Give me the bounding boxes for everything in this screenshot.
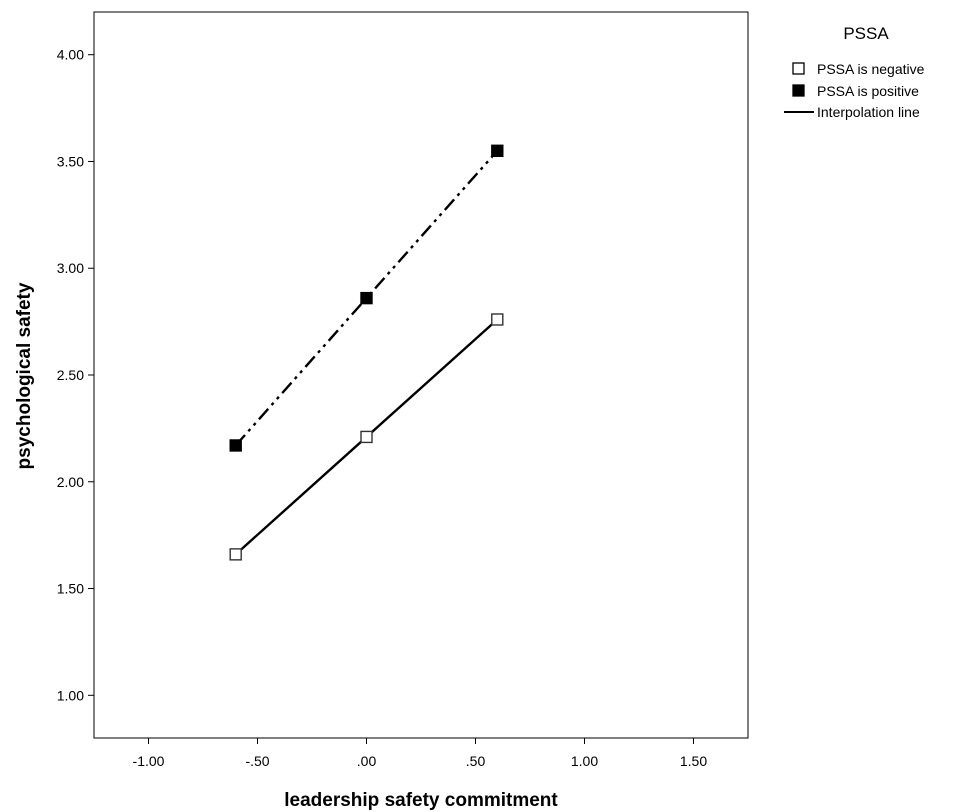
y-tick-label: 2.00 [57, 474, 84, 490]
legend-label-interpolation: Interpolation line [817, 104, 920, 120]
y-tick-label: 1.50 [57, 581, 84, 597]
x-tick-label: .50 [466, 753, 486, 769]
data-point-marker [491, 313, 504, 326]
x-tick-label: .00 [357, 753, 377, 769]
data-point-marker [491, 144, 504, 157]
legend: PSSA PSSA is negative PSSA is positive I… [784, 24, 925, 120]
legend-entry-interpolation: Interpolation line [784, 104, 920, 120]
data-point-marker [229, 548, 242, 561]
series-line [234, 149, 499, 447]
legend-filled-square-icon [792, 84, 805, 97]
x-tick-label: 1.00 [571, 753, 598, 769]
series-positive [229, 144, 504, 452]
y-tick-label: 3.50 [57, 153, 84, 169]
series-layer [229, 144, 504, 561]
x-tick-label: -1.00 [133, 753, 165, 769]
x-tick-label: -.50 [245, 753, 269, 769]
x-tick-label: 1.50 [680, 753, 707, 769]
y-tick-label: 4.00 [57, 47, 84, 63]
legend-entry-positive: PSSA is positive [792, 83, 919, 99]
y-tick-label: 1.00 [57, 687, 84, 703]
data-point-marker [229, 439, 242, 452]
plot-frame [93, 11, 749, 739]
data-point-marker [360, 430, 373, 444]
data-point-marker [360, 291, 373, 305]
y-tick-label: 3.00 [57, 260, 84, 276]
legend-entry-negative: PSSA is negative [792, 61, 925, 77]
legend-open-square-icon [792, 62, 805, 75]
legend-label-positive: PSSA is positive [817, 83, 919, 99]
x-axis: -1.00 -.50 .00 .50 1.00 1.50 [133, 738, 707, 769]
series-negative [229, 313, 504, 561]
legend-title: PSSA [843, 24, 889, 43]
x-axis-title: leadership safety commitment [284, 790, 558, 811]
y-axis-title: psychological safety [14, 282, 35, 469]
y-axis: 1.00 1.50 2.00 2.50 3.00 3.50 4.00 [57, 47, 94, 703]
y-tick-label: 2.50 [57, 367, 84, 383]
legend-label-negative: PSSA is negative [817, 61, 925, 77]
